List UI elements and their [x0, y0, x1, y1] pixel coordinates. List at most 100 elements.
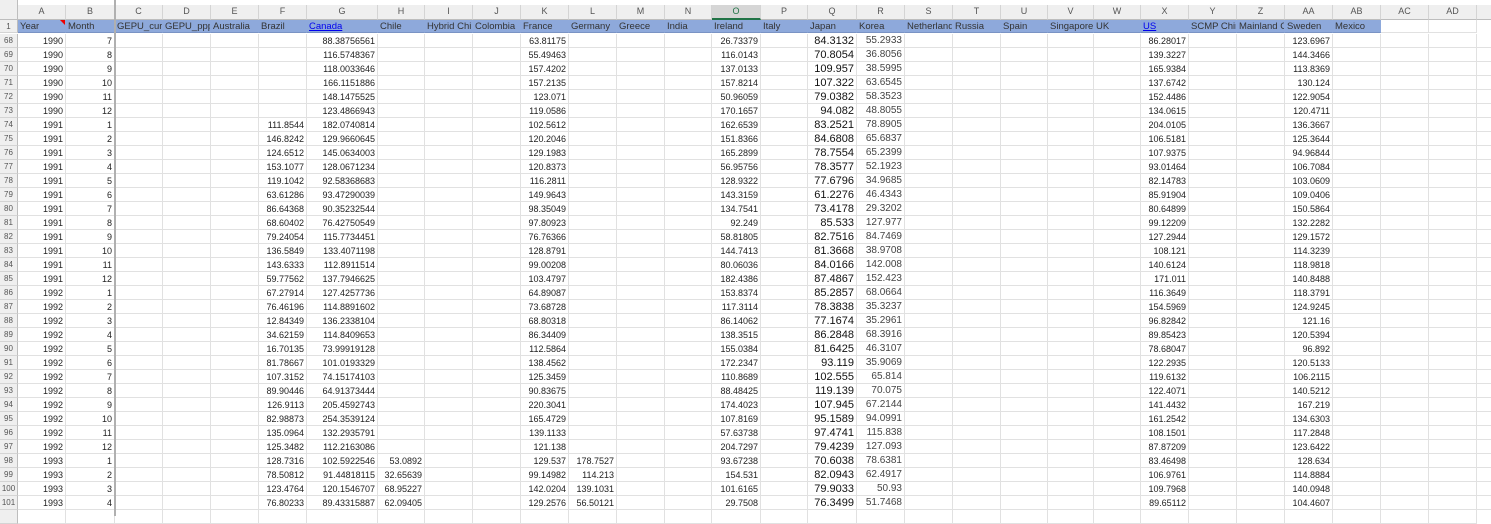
cell-O[interactable]: 143.3159: [712, 187, 761, 202]
cell-L[interactable]: [569, 33, 617, 48]
cell-X[interactable]: 161.2542: [1141, 411, 1189, 426]
cell-F[interactable]: 76.80233: [259, 495, 307, 510]
cell-AB[interactable]: [1333, 103, 1381, 118]
row-header[interactable]: 80: [0, 201, 18, 216]
cell-U[interactable]: [1001, 467, 1048, 482]
cell-T[interactable]: [953, 369, 1001, 384]
cell-R[interactable]: 50.93: [857, 481, 905, 496]
cell-AD[interactable]: [1429, 383, 1477, 398]
comment-indicator-icon[interactable]: [60, 20, 65, 25]
cell-W[interactable]: [1094, 467, 1141, 482]
cell-C[interactable]: [115, 47, 163, 62]
cell-S[interactable]: [905, 103, 953, 118]
cell-C[interactable]: [115, 383, 163, 398]
column-header-AD[interactable]: AD: [1429, 5, 1477, 20]
cell-Z[interactable]: [1237, 131, 1285, 146]
cell-M[interactable]: [617, 341, 665, 356]
cell-V[interactable]: [1048, 285, 1094, 300]
cell-S[interactable]: [905, 173, 953, 188]
cell-E[interactable]: [211, 397, 259, 412]
cell-B[interactable]: 8: [66, 215, 115, 230]
cell-M[interactable]: [617, 383, 665, 398]
cell-extra[interactable]: [1477, 174, 1491, 188]
cell-Y[interactable]: [1189, 201, 1237, 216]
cell-extra[interactable]: [1477, 272, 1491, 286]
cell-R[interactable]: 34.9685: [857, 173, 905, 188]
cell-X[interactable]: 140.6124: [1141, 257, 1189, 272]
header-cell-Q[interactable]: Japan: [808, 20, 857, 33]
header-cell-C[interactable]: GEPU_current: [115, 20, 163, 33]
cell-Y[interactable]: [1189, 369, 1237, 384]
cell-M[interactable]: [617, 285, 665, 300]
cell-V[interactable]: [1048, 103, 1094, 118]
cell-N[interactable]: [665, 243, 712, 258]
cell-Y[interactable]: [1189, 453, 1237, 468]
cell-U[interactable]: [1001, 299, 1048, 314]
cell-Q[interactable]: 81.6425: [808, 341, 857, 356]
cell-AC[interactable]: [1381, 327, 1429, 342]
cell-N[interactable]: [665, 467, 712, 482]
cell-AD[interactable]: [1429, 397, 1477, 412]
cell-X[interactable]: 93.01464: [1141, 159, 1189, 174]
cell-R[interactable]: 65.2399: [857, 145, 905, 160]
cell-B[interactable]: 1: [66, 117, 115, 132]
cell-L[interactable]: [569, 397, 617, 412]
cell-extra[interactable]: [1477, 412, 1491, 426]
cell-U[interactable]: [1001, 61, 1048, 76]
cell-M[interactable]: [617, 425, 665, 440]
cell-B[interactable]: 1: [66, 285, 115, 300]
cell-F[interactable]: 79.24054: [259, 229, 307, 244]
cell-N[interactable]: [665, 425, 712, 440]
cell-extra[interactable]: [1477, 440, 1491, 454]
cell-U[interactable]: [1001, 33, 1048, 48]
cell-L[interactable]: [569, 229, 617, 244]
cell-W[interactable]: [1094, 145, 1141, 160]
cell-F[interactable]: [259, 75, 307, 90]
cell-J[interactable]: [473, 383, 521, 398]
header-cell-F[interactable]: Brazil: [259, 20, 307, 33]
cell-P[interactable]: [761, 131, 808, 146]
cell-E[interactable]: [211, 271, 259, 286]
cell-partial[interactable]: [905, 509, 953, 524]
cell-E[interactable]: [211, 159, 259, 174]
cell-AA[interactable]: 134.6303: [1285, 411, 1333, 426]
cell-AC[interactable]: [1381, 187, 1429, 202]
cell-extra[interactable]: [1477, 76, 1491, 90]
cell-G[interactable]: 102.5922546: [307, 453, 378, 468]
cell-B[interactable]: 2: [66, 467, 115, 482]
cell-U[interactable]: [1001, 313, 1048, 328]
cell-S[interactable]: [905, 495, 953, 510]
cell-K[interactable]: 90.83675: [521, 383, 569, 398]
cell-Q[interactable]: 84.6808: [808, 131, 857, 146]
column-header-V[interactable]: V: [1048, 5, 1094, 20]
cell-K[interactable]: 98.35049: [521, 201, 569, 216]
cell-Y[interactable]: [1189, 257, 1237, 272]
cell-AB[interactable]: [1333, 467, 1381, 482]
cell-W[interactable]: [1094, 215, 1141, 230]
row-header[interactable]: 92: [0, 369, 18, 384]
cell-X[interactable]: 87.87209: [1141, 439, 1189, 454]
cell-N[interactable]: [665, 201, 712, 216]
cell-AB[interactable]: [1333, 89, 1381, 104]
cell-N[interactable]: [665, 439, 712, 454]
header-cell-A[interactable]: Year: [18, 20, 66, 33]
cell-I[interactable]: [425, 439, 473, 454]
cell-L[interactable]: [569, 299, 617, 314]
cell-P[interactable]: [761, 215, 808, 230]
cell-B[interactable]: 7: [66, 201, 115, 216]
cell-A[interactable]: 1993: [18, 467, 66, 482]
cell-D[interactable]: [163, 313, 211, 328]
cell-V[interactable]: [1048, 411, 1094, 426]
row-header[interactable]: 96: [0, 425, 18, 440]
cell-F[interactable]: 59.77562: [259, 271, 307, 286]
cell-M[interactable]: [617, 33, 665, 48]
cell-B[interactable]: 10: [66, 243, 115, 258]
cell-T[interactable]: [953, 341, 1001, 356]
cell-AB[interactable]: [1333, 383, 1381, 398]
cell-Y[interactable]: [1189, 47, 1237, 62]
cell-K[interactable]: 64.89087: [521, 285, 569, 300]
cell-H[interactable]: [378, 257, 425, 272]
column-header-H[interactable]: H: [378, 5, 425, 20]
cell-R[interactable]: 68.0664: [857, 285, 905, 300]
cell-X[interactable]: 171.011: [1141, 271, 1189, 286]
